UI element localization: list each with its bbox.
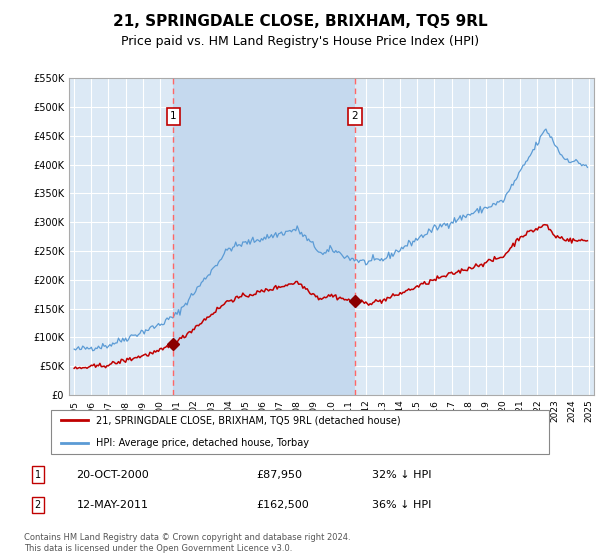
Text: £162,500: £162,500 bbox=[256, 500, 308, 510]
FancyBboxPatch shape bbox=[50, 409, 550, 454]
Text: 2: 2 bbox=[35, 500, 41, 510]
Text: £87,950: £87,950 bbox=[256, 470, 302, 479]
Text: 1: 1 bbox=[170, 111, 177, 122]
Text: Price paid vs. HM Land Registry's House Price Index (HPI): Price paid vs. HM Land Registry's House … bbox=[121, 35, 479, 48]
Text: 21, SPRINGDALE CLOSE, BRIXHAM, TQ5 9RL (detached house): 21, SPRINGDALE CLOSE, BRIXHAM, TQ5 9RL (… bbox=[96, 416, 401, 426]
Text: 20-OCT-2000: 20-OCT-2000 bbox=[76, 470, 149, 479]
Text: 1: 1 bbox=[35, 470, 41, 479]
Text: HPI: Average price, detached house, Torbay: HPI: Average price, detached house, Torb… bbox=[96, 438, 309, 448]
Text: 36% ↓ HPI: 36% ↓ HPI bbox=[372, 500, 431, 510]
Text: 2: 2 bbox=[352, 111, 358, 122]
Text: 12-MAY-2011: 12-MAY-2011 bbox=[76, 500, 148, 510]
Bar bbox=[173, 78, 355, 395]
Text: 32% ↓ HPI: 32% ↓ HPI bbox=[372, 470, 431, 479]
Text: 21, SPRINGDALE CLOSE, BRIXHAM, TQ5 9RL: 21, SPRINGDALE CLOSE, BRIXHAM, TQ5 9RL bbox=[113, 14, 487, 29]
Text: Contains HM Land Registry data © Crown copyright and database right 2024.
This d: Contains HM Land Registry data © Crown c… bbox=[24, 533, 350, 553]
